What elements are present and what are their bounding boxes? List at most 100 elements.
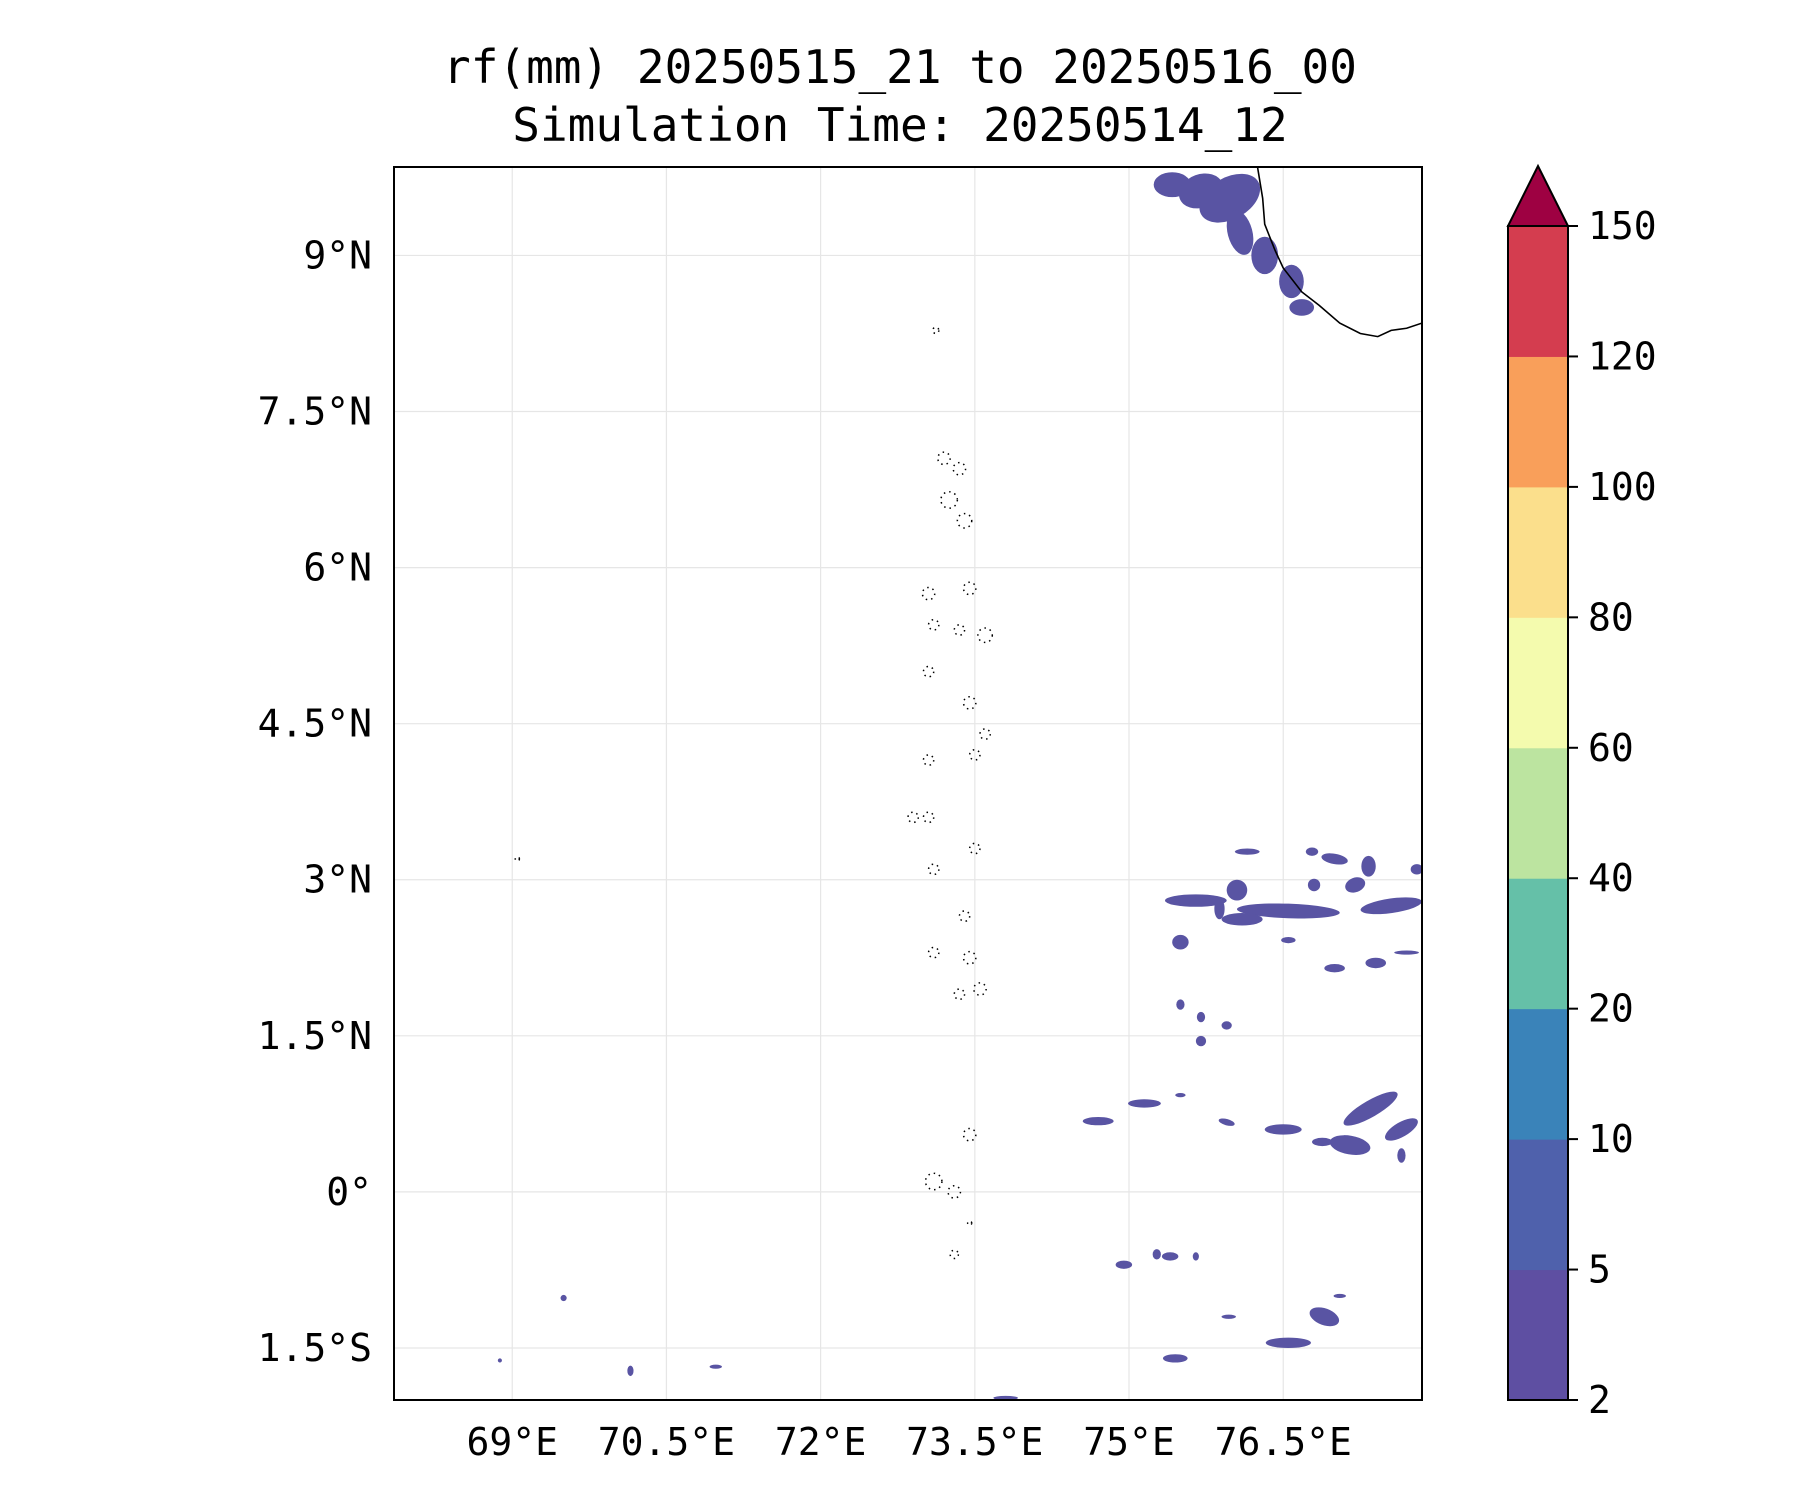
rain-patch	[1333, 1293, 1346, 1299]
lon-tick-label: 73.5°E	[906, 1420, 1043, 1464]
rain-patch	[1218, 1118, 1235, 1126]
rain-patch	[1192, 1252, 1199, 1261]
atoll-outline	[922, 754, 935, 766]
india-coastline	[1256, 167, 1422, 338]
lat-tick-label: 3°N	[303, 858, 372, 902]
rain-patch	[627, 1365, 634, 1377]
rain-patch	[560, 1294, 567, 1302]
rain-patch	[1127, 1099, 1161, 1108]
rain-patch	[1236, 903, 1340, 919]
lon-tick-label: 72°E	[775, 1420, 867, 1464]
rain-patch	[1226, 210, 1254, 255]
rain-patch	[1345, 877, 1366, 893]
rain-patch	[1307, 878, 1321, 892]
atoll-outline	[953, 988, 966, 1001]
colorbar-segment	[1508, 226, 1568, 357]
rain-patch	[1176, 999, 1185, 1010]
rain-patch	[1365, 957, 1387, 969]
atoll-outline	[924, 1172, 943, 1191]
atoll-outline	[953, 624, 966, 636]
atoll-outline	[947, 1184, 962, 1199]
axis-ticks: 69°E 70.5°E 72°E 73.5°E 75°E 76.5°E 9°N 7.5°N 6°…	[258, 233, 1352, 1464]
atoll-outline	[956, 512, 973, 529]
atoll-outline	[962, 581, 977, 596]
atoll-outline	[940, 490, 959, 509]
rain-patch	[1162, 1354, 1188, 1363]
colorbar-label: 10	[1588, 1117, 1634, 1161]
colorbar-segment	[1508, 747, 1568, 879]
lon-tick-label: 75°E	[1083, 1420, 1175, 1464]
rain-patch	[1175, 1093, 1186, 1098]
atoll-outline	[931, 326, 940, 335]
atoll-outline	[927, 618, 940, 631]
colorbar-label: 80	[1588, 595, 1634, 639]
rain-patch	[1305, 847, 1319, 856]
rain-patch	[1199, 173, 1261, 223]
rainfall-field	[497, 172, 1422, 1400]
lon-tick-label: 69°E	[466, 1420, 558, 1464]
rain-patch	[1165, 894, 1227, 907]
lon-tick-label: 76.5°E	[1215, 1420, 1352, 1464]
atoll-outline	[922, 665, 935, 678]
rain-patch	[1221, 1314, 1236, 1319]
lat-tick-label: 7.5°N	[258, 390, 372, 434]
atoll-outline	[949, 1249, 960, 1260]
rain-patch	[1329, 1135, 1371, 1155]
colorbar-label: 40	[1588, 856, 1634, 900]
atoll-outline	[962, 1127, 977, 1142]
atoll-outline	[952, 461, 967, 476]
rain-patch	[1343, 1091, 1398, 1126]
atoll-outline	[921, 586, 936, 601]
colorbar-segment	[1508, 486, 1568, 618]
rain-patch	[1196, 1011, 1206, 1023]
colorbar-extend-arrow	[1506, 163, 1570, 227]
colorbar-label: 20	[1588, 987, 1634, 1031]
rain-patch	[1324, 964, 1345, 973]
atoll-outline	[977, 627, 994, 644]
colorbar-segment	[1508, 878, 1568, 1010]
rain-patch	[1385, 1118, 1418, 1141]
atoll-outline	[927, 946, 940, 959]
rain-patch	[1221, 1021, 1232, 1030]
atoll-outline	[979, 728, 991, 740]
rain-patch	[1264, 1124, 1302, 1135]
lat-tick-label: 9°N	[303, 233, 372, 277]
rain-patch	[1289, 299, 1315, 316]
rain-patch	[1321, 853, 1348, 865]
rain-patch	[1115, 1260, 1133, 1269]
atoll-outline	[968, 748, 981, 761]
atoll-outline	[968, 842, 981, 855]
rain-patch	[1152, 1249, 1161, 1260]
lat-tick-label: 0°	[326, 1170, 372, 1214]
colorbar-frame	[1507, 225, 1569, 1401]
lon-tick-label: 70.5°E	[598, 1420, 735, 1464]
rain-patch	[1265, 1337, 1311, 1348]
rain-patch	[709, 1364, 722, 1369]
rain-patch	[497, 1358, 502, 1363]
map-title: rf(mm) 20250515_21 to 20250516_00	[443, 40, 1357, 94]
colorbar-label: 150	[1588, 204, 1657, 248]
rain-patch	[1279, 264, 1304, 299]
rain-patch	[1361, 855, 1376, 877]
colorbar-segment	[1508, 1269, 1568, 1401]
rain-patch	[1172, 934, 1189, 950]
rain-patch	[1397, 1148, 1406, 1163]
lat-tick-label: 1.5°N	[258, 1014, 372, 1058]
atoll-outline	[907, 811, 920, 824]
rain-patch	[1251, 236, 1279, 275]
rain-patch	[1195, 1035, 1207, 1047]
gridlines	[394, 167, 1422, 1400]
rain-patch	[1234, 848, 1260, 855]
rain-patch	[993, 1395, 1018, 1400]
rain-patch	[1410, 864, 1422, 875]
rain-patch	[1226, 879, 1248, 901]
colorbar-segment	[1508, 1139, 1568, 1271]
atoll-outline	[958, 910, 971, 923]
atoll-outline	[966, 1220, 973, 1226]
colorbar-label: 2	[1588, 1378, 1611, 1422]
rain-patch	[1360, 897, 1422, 915]
lat-tick-label: 6°N	[303, 546, 372, 590]
colorbar-segment	[1508, 617, 1568, 749]
